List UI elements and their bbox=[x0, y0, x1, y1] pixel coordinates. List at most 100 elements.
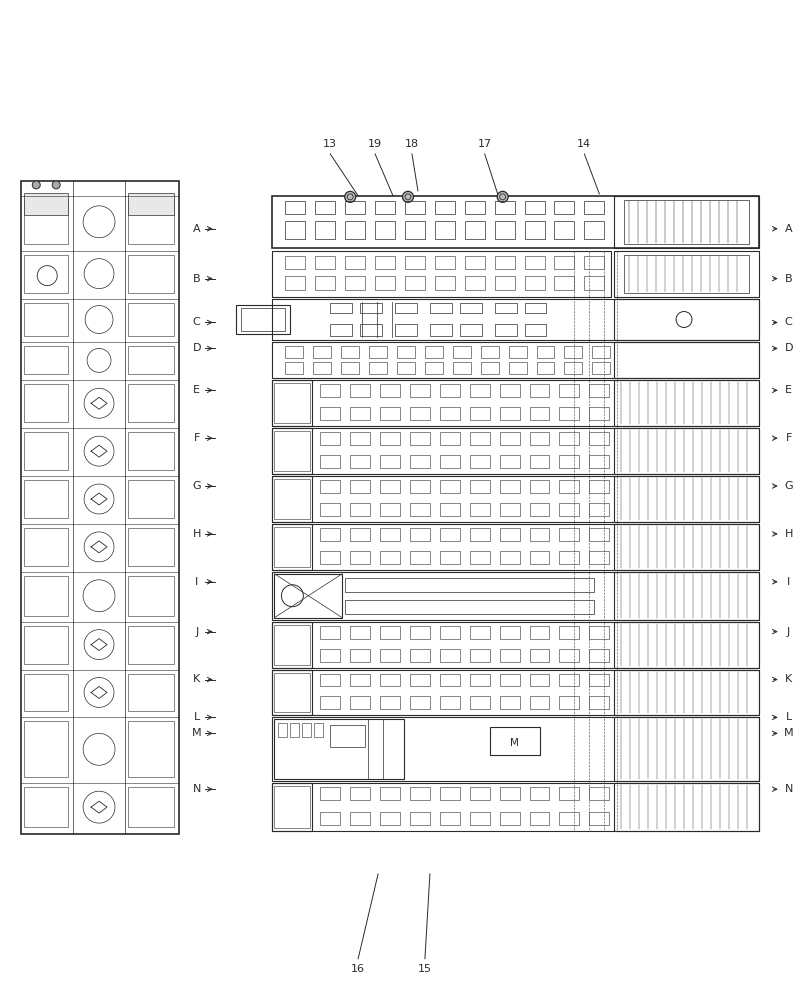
Bar bbox=[439, 407, 459, 420]
Bar bbox=[489, 727, 539, 755]
Text: 19: 19 bbox=[368, 139, 381, 149]
Bar bbox=[524, 221, 544, 239]
Bar bbox=[529, 528, 548, 541]
Bar bbox=[499, 812, 519, 825]
Bar bbox=[589, 480, 609, 493]
Text: M: M bbox=[510, 738, 519, 748]
Bar bbox=[529, 551, 548, 564]
Bar bbox=[350, 787, 369, 800]
Bar bbox=[434, 201, 454, 214]
Bar bbox=[320, 503, 340, 516]
Bar bbox=[320, 649, 340, 662]
Bar bbox=[128, 721, 173, 777]
Text: 14: 14 bbox=[577, 139, 591, 149]
Bar bbox=[613, 299, 758, 340]
Bar bbox=[434, 276, 454, 290]
Bar bbox=[410, 407, 430, 420]
Bar bbox=[494, 276, 514, 290]
Bar bbox=[425, 346, 442, 358]
Bar bbox=[410, 455, 430, 468]
Bar bbox=[272, 524, 758, 570]
Bar bbox=[524, 276, 544, 290]
Bar bbox=[559, 432, 579, 445]
Bar bbox=[285, 276, 305, 290]
Bar bbox=[290, 723, 299, 737]
Text: 18: 18 bbox=[405, 139, 418, 149]
Bar bbox=[584, 221, 604, 239]
Bar bbox=[559, 674, 579, 686]
Bar bbox=[285, 346, 303, 358]
Bar bbox=[285, 201, 305, 214]
Bar bbox=[320, 528, 340, 541]
Bar bbox=[315, 221, 335, 239]
Bar bbox=[272, 299, 758, 340]
Bar bbox=[529, 455, 548, 468]
Text: A: A bbox=[784, 224, 792, 234]
Bar bbox=[320, 626, 340, 639]
Bar bbox=[499, 503, 519, 516]
Bar bbox=[452, 362, 471, 374]
Bar bbox=[344, 201, 365, 214]
Bar bbox=[272, 572, 758, 620]
Bar bbox=[589, 528, 609, 541]
Bar bbox=[592, 346, 609, 358]
Bar bbox=[410, 528, 430, 541]
Bar bbox=[559, 407, 579, 420]
Bar bbox=[425, 362, 442, 374]
Bar bbox=[274, 673, 310, 712]
Text: F: F bbox=[194, 433, 200, 443]
Bar bbox=[529, 407, 548, 420]
Bar bbox=[623, 255, 748, 293]
Text: J: J bbox=[786, 627, 789, 637]
Bar bbox=[439, 503, 459, 516]
Bar bbox=[508, 362, 526, 374]
Bar bbox=[499, 480, 519, 493]
Bar bbox=[380, 528, 400, 541]
Bar bbox=[320, 455, 340, 468]
Bar bbox=[350, 503, 369, 516]
Bar bbox=[452, 346, 471, 358]
Bar bbox=[439, 455, 459, 468]
Text: J: J bbox=[195, 627, 198, 637]
Bar bbox=[410, 787, 430, 800]
Text: L: L bbox=[194, 712, 200, 722]
Bar bbox=[350, 626, 369, 639]
Bar bbox=[128, 255, 173, 293]
Bar bbox=[350, 528, 369, 541]
Bar bbox=[320, 812, 340, 825]
Bar bbox=[439, 528, 459, 541]
Bar bbox=[494, 324, 516, 336]
Bar bbox=[285, 362, 303, 374]
Bar bbox=[529, 626, 548, 639]
Text: 15: 15 bbox=[418, 964, 431, 974]
Bar bbox=[272, 622, 312, 668]
Text: G: G bbox=[784, 481, 792, 491]
Bar bbox=[529, 696, 548, 709]
Bar bbox=[128, 787, 173, 827]
Bar bbox=[439, 384, 459, 397]
Bar bbox=[410, 432, 430, 445]
Bar bbox=[559, 503, 579, 516]
Bar bbox=[613, 622, 758, 668]
Bar bbox=[589, 384, 609, 397]
Bar bbox=[524, 324, 546, 336]
Bar bbox=[589, 407, 609, 420]
Bar bbox=[410, 384, 430, 397]
Bar bbox=[375, 256, 394, 269]
Bar bbox=[302, 723, 311, 737]
Bar bbox=[274, 431, 310, 471]
Bar bbox=[380, 626, 400, 639]
Text: K: K bbox=[784, 674, 791, 684]
Bar bbox=[613, 196, 758, 248]
Bar bbox=[272, 717, 758, 781]
Bar bbox=[439, 432, 459, 445]
Bar bbox=[24, 193, 68, 215]
Bar bbox=[464, 276, 484, 290]
Bar bbox=[350, 696, 369, 709]
Bar bbox=[235, 305, 290, 334]
Bar bbox=[499, 384, 519, 397]
Bar bbox=[469, 455, 489, 468]
Bar bbox=[613, 342, 758, 378]
Bar bbox=[240, 308, 285, 331]
Bar bbox=[330, 303, 352, 313]
